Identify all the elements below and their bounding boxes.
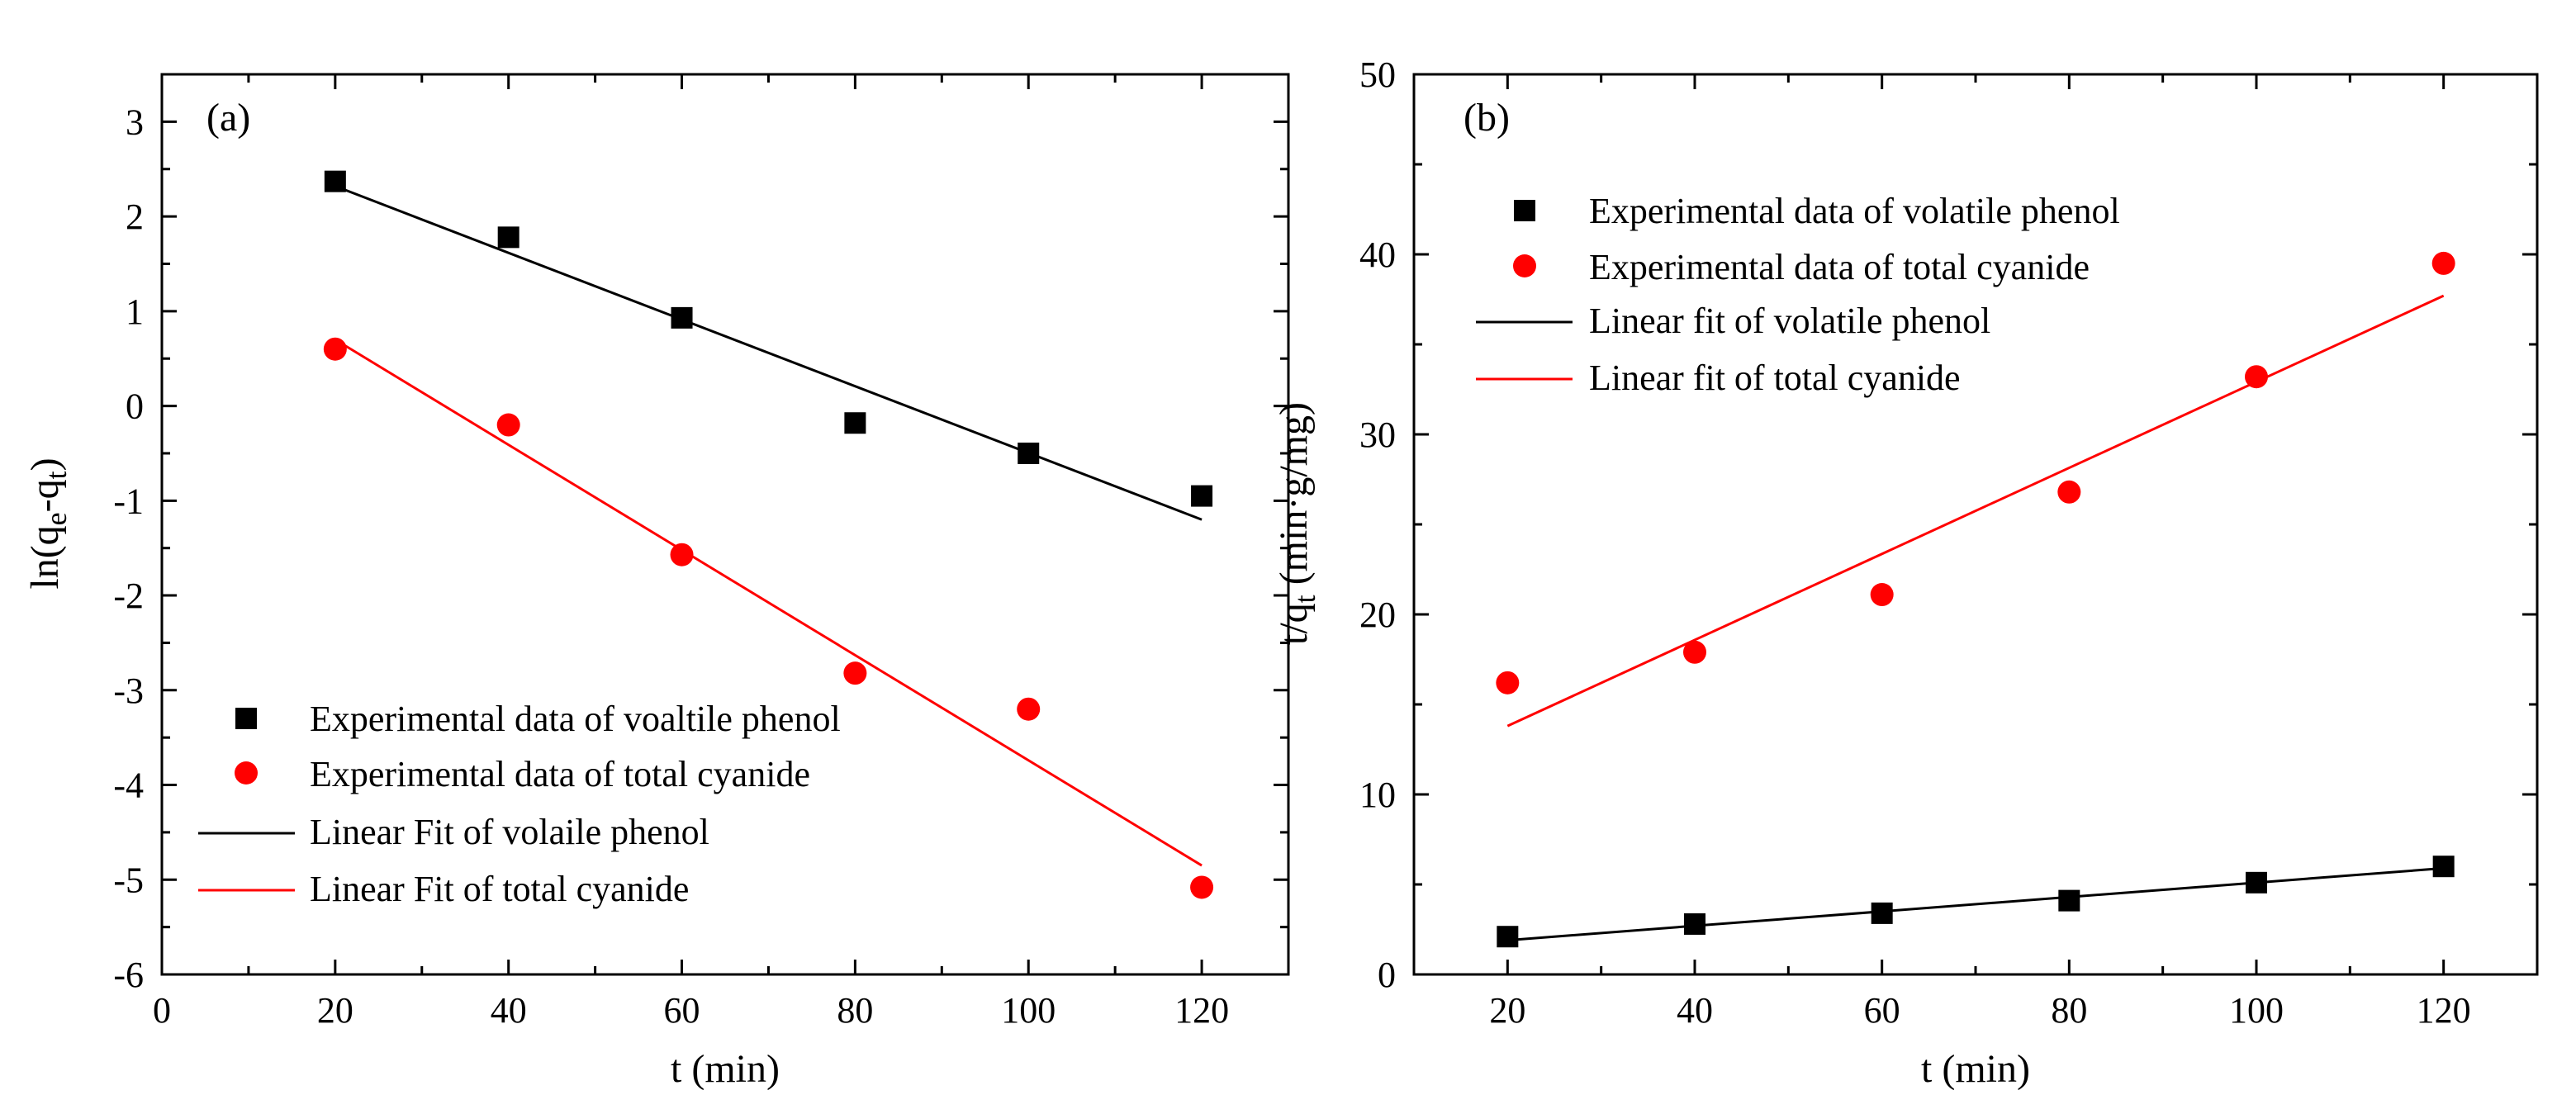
data-point-circle-b [1870, 583, 1894, 607]
data-point-square-b [1497, 926, 1519, 948]
data-point-circle-a [1190, 875, 1214, 899]
legend-label-phenol-points-b: Experimental data of volatile phenol [1589, 191, 2120, 231]
x-tick-label-b: 40 [1677, 990, 1713, 1031]
data-point-square-a [1018, 442, 1040, 464]
data-point-square-a [497, 226, 519, 249]
x-tick-label-a: 100 [1001, 990, 1056, 1031]
data-point-square-b [1871, 902, 1893, 924]
panel-label-a: (a) [206, 96, 250, 140]
fit-line-b-2 [1507, 866, 2444, 942]
legend-b: Experimental data of volatile phenol Exp… [1476, 191, 2120, 398]
y-axis-title-a: ln(qe-qt) [23, 457, 73, 589]
legend-label-cyanide-fit-b: Linear fit of total cyanide [1589, 358, 1961, 398]
data-point-circle-a [323, 337, 347, 361]
data-point-circle-b [2431, 251, 2455, 275]
x-tick-label-a: 80 [837, 990, 873, 1031]
x-tick-label-a: 40 [491, 990, 527, 1031]
x-tick-label-b: 80 [2051, 990, 2087, 1031]
legend-label-phenol-fit-b: Linear fit of volatile phenol [1589, 301, 1990, 341]
y-tick-label-b: 40 [1359, 235, 1396, 275]
y-tick-label-a: -5 [113, 860, 144, 900]
data-point-circle-b [2057, 480, 2081, 504]
y-tick-label-a: -6 [113, 955, 144, 995]
y-tick-label-a: -1 [113, 481, 144, 521]
y-tick-label-a: -4 [113, 766, 144, 806]
plot-frame-a [160, 73, 1290, 976]
data-point-circle-b [1496, 671, 1520, 694]
x-tick-label-a: 0 [153, 990, 171, 1031]
data-point-circle-b [1683, 640, 1706, 664]
data-point-square-a [671, 306, 693, 329]
data-point-square-b [2246, 871, 2267, 894]
legend-marker-phenol-points-a [235, 708, 257, 729]
x-tick-label-a: 120 [1174, 990, 1229, 1031]
y-tick-label-a: -3 [113, 671, 144, 711]
y-tick-label-b: 20 [1359, 595, 1396, 635]
data-point-circle-a [1017, 697, 1041, 721]
legend-label-cyanide-points-b: Experimental data of total cyanide [1589, 247, 2090, 287]
fit-line-a-2 [334, 184, 1203, 521]
x-tick-label-b: 20 [1489, 990, 1525, 1031]
x-axis-title-a: t (min) [671, 1047, 780, 1091]
legend-label-phenol-fit-a: Linear Fit of volaile phenol [310, 812, 709, 852]
y-axis-title-b: t/qt (min·g/mg) [1272, 402, 1321, 645]
data-point-circle-a [670, 543, 694, 566]
data-point-circle-a [496, 413, 520, 437]
fit-line-a-3 [334, 338, 1203, 867]
y-tick-label-a: 3 [126, 102, 144, 142]
y-tick-label-a: 1 [126, 292, 144, 332]
legend-label-phenol-points-a: Experimental data of voaltile phenol [310, 699, 841, 739]
data-point-circle-a [843, 661, 867, 685]
y-tick-label-b: 10 [1359, 775, 1396, 815]
legend-a: Experimental data of voaltile phenol Exp… [198, 699, 841, 909]
x-tick-label-b: 120 [2417, 990, 2471, 1031]
data-point-square-a [324, 170, 346, 192]
x-tick-label-a: 20 [317, 990, 353, 1031]
y-tick-label-a: -2 [113, 576, 144, 616]
data-point-square-b [1684, 913, 1705, 935]
x-tick-label-b: 100 [2229, 990, 2284, 1031]
y-tick-label-b: 30 [1359, 415, 1396, 455]
legend-marker-phenol-points-b [1514, 200, 1535, 221]
y-tick-label-b: 0 [1378, 955, 1396, 995]
legend-marker-cyanide-points-a [235, 761, 258, 785]
data-point-square-a [1191, 485, 1213, 507]
x-tick-label-a: 60 [664, 990, 700, 1031]
data-point-square-a [844, 412, 866, 434]
legend-label-cyanide-fit-a: Linear Fit of total cyanide [310, 869, 689, 909]
x-tick-label-b: 60 [1864, 990, 1900, 1031]
legend-marker-cyanide-points-b [1513, 254, 1536, 277]
data-point-square-b [2432, 856, 2455, 878]
data-point-circle-b [2245, 365, 2268, 389]
legend-label-cyanide-points-a: Experimental data of total cyanide [310, 754, 810, 794]
y-tick-label-a: 0 [126, 386, 144, 427]
y-tick-label-a: 2 [126, 197, 144, 237]
data-point-square-b [2058, 889, 2080, 912]
chart-panel-b: (b) t (min) t/qt (min·g/mg) Experimental… [1272, 55, 2539, 1091]
panel-label-b: (b) [1464, 96, 1510, 140]
chart-panel-a: (a) t (min) ln(qe-qt) Experimental data … [23, 73, 1290, 1091]
x-axis-title-b: t (min) [1921, 1047, 2030, 1091]
fit-line-b-3 [1506, 294, 2445, 728]
y-tick-label-b: 50 [1359, 55, 1396, 95]
